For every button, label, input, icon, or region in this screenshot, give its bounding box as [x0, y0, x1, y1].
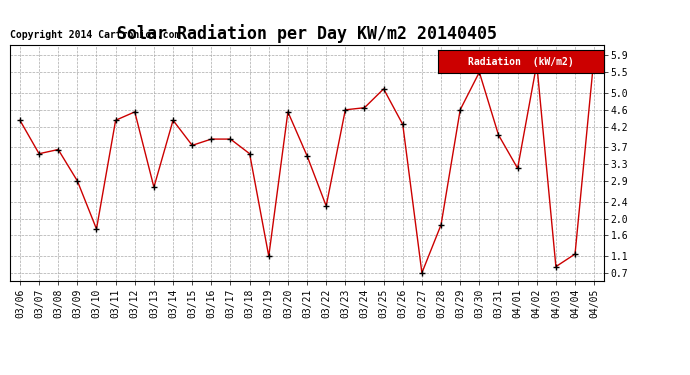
Text: Copyright 2014 Cartronics.com: Copyright 2014 Cartronics.com: [10, 30, 181, 40]
Title: Solar Radiation per Day KW/m2 20140405: Solar Radiation per Day KW/m2 20140405: [117, 24, 497, 44]
